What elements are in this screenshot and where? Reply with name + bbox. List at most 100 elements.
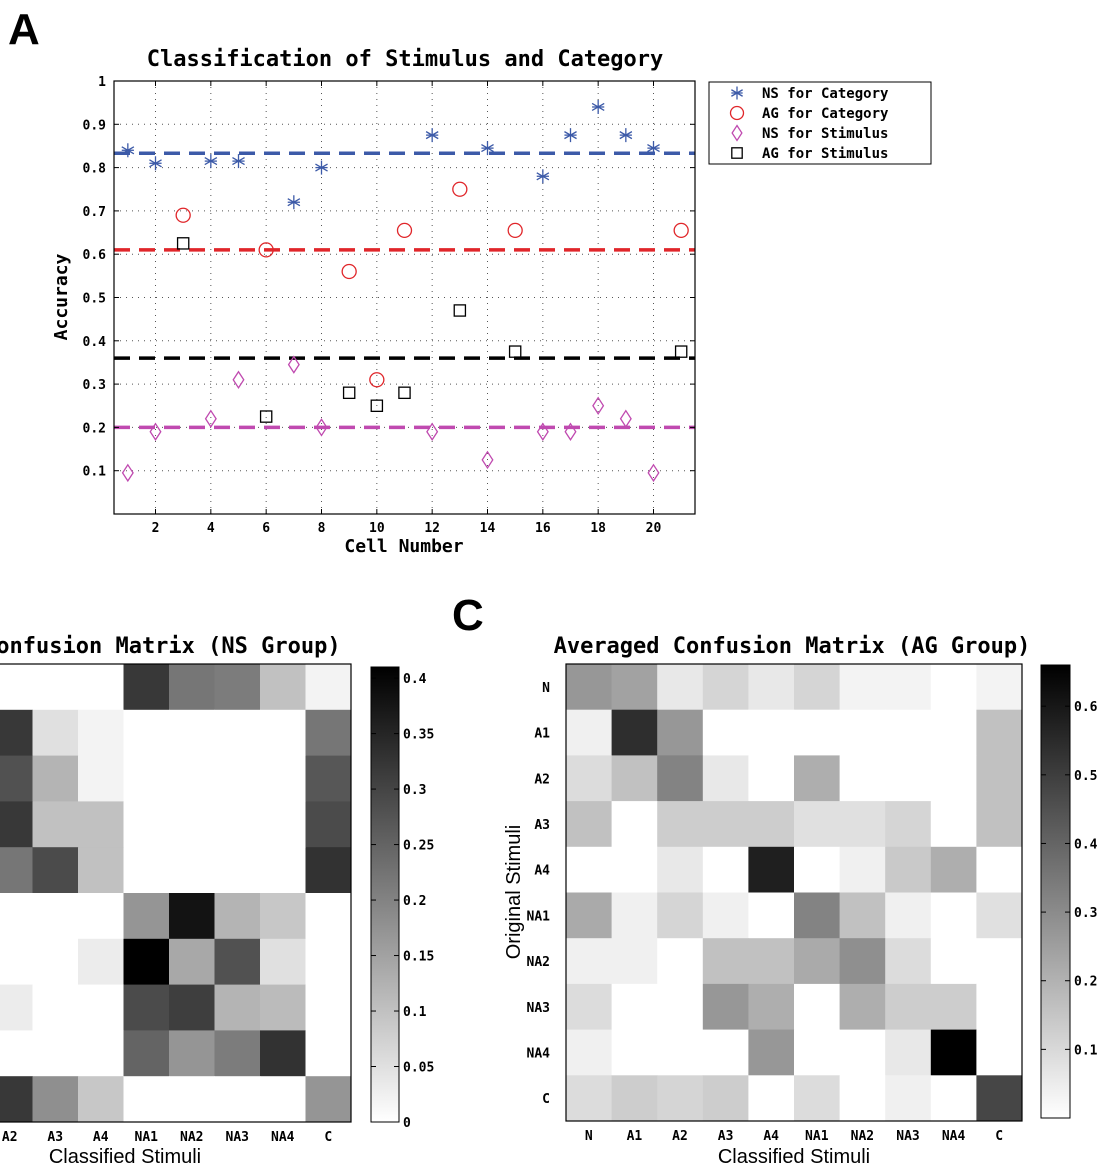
colorbar-label: 0 [403, 1116, 411, 1131]
heatmap-ns-colorbar: 0 0.05 0.1 0.15 0.2 0.25 0.3 0.35 0.4 [370, 666, 434, 1131]
x-tick-label: A4 [763, 1129, 779, 1144]
heatmap-ns-xticks: A2 A3 A4 NA1 NA2 NA3 NA4 C [2, 1130, 332, 1145]
heatmap-cell [214, 664, 261, 711]
heatmap-ag-xlabel: Classified Stimuli [718, 1146, 870, 1165]
heatmap-cell [930, 664, 977, 711]
heatmap-cell [702, 1075, 749, 1122]
data-point-diamond [564, 422, 577, 441]
data-point-circle [452, 181, 468, 197]
colorbar-label: 0.15 [403, 950, 434, 965]
heatmap-cell [839, 664, 886, 711]
heatmap-cell [611, 755, 658, 802]
x-tick-label: A3 [47, 1130, 63, 1145]
heatmap-cell [123, 1030, 170, 1077]
heatmap-cell [169, 1076, 215, 1123]
heatmap-cell [123, 755, 170, 802]
heatmap-cell [78, 893, 124, 940]
data-point-diamond [287, 355, 300, 374]
scatter-mean-lines [114, 151, 695, 430]
heatmap-cell [611, 1075, 658, 1122]
x-tick-label: NA4 [942, 1129, 966, 1144]
data-point-asterisk [121, 143, 135, 158]
heatmap-cell [78, 801, 124, 848]
x-tick-label: 18 [590, 521, 606, 536]
heatmap-cell [794, 846, 840, 893]
colorbar-label: 0.25 [403, 839, 434, 854]
heatmap-cell [748, 664, 795, 711]
colorbar-gradient [1040, 664, 1071, 1119]
x-tick-label: A2 [672, 1129, 688, 1144]
heatmap-cell [169, 984, 215, 1031]
heatmap-cell [611, 938, 658, 985]
heatmap-cell [566, 983, 612, 1030]
panel-letter-c: C [452, 591, 484, 640]
heatmap-cell [260, 1030, 306, 1077]
data-point-diamond [731, 124, 743, 142]
heatmap-cell [930, 983, 977, 1030]
heatmap-cell [657, 664, 704, 711]
data-point-asterisk [149, 156, 162, 171]
heatmap-cell [169, 664, 215, 711]
data-point-square [453, 304, 467, 317]
data-point-diamond [232, 370, 245, 390]
heatmap-cell [976, 983, 1023, 1030]
data-point-asterisk [204, 154, 218, 169]
heatmap-cell [169, 1030, 215, 1077]
heatmap-cell [794, 938, 840, 985]
scatter-title: Classification of Stimulus and Category [147, 47, 664, 72]
y-tick-label: 0.1 [83, 465, 107, 480]
y-tick-label: A1 [534, 727, 550, 742]
heatmap-cell [839, 983, 886, 1030]
y-tick-label: 0.4 [83, 335, 107, 350]
heatmap-cell [930, 846, 977, 893]
heatmap-cell [794, 892, 840, 939]
heatmap-cell [566, 1075, 612, 1122]
heatmap-cell [976, 755, 1023, 802]
scatter-legend: NS for Category AG for Category NS for Sti… [708, 81, 932, 165]
x-tick-label: N [585, 1129, 593, 1144]
data-point-asterisk [315, 160, 328, 175]
heatmap-cell [260, 755, 306, 802]
heatmap-cell [123, 938, 170, 985]
heatmap-cell [305, 893, 352, 940]
heatmap-cell [657, 755, 704, 802]
heatmap-cell [0, 984, 33, 1031]
heatmap-cell [611, 709, 658, 756]
x-tick-label: NA4 [271, 1130, 295, 1145]
colorbar-label: 0.1 [403, 1005, 427, 1020]
y-tick-label: 0.7 [83, 205, 106, 220]
scatter-grid [114, 81, 695, 514]
heatmap-cell [976, 938, 1023, 985]
x-tick-label: A3 [718, 1129, 734, 1144]
y-tick-label: 1 [98, 75, 106, 90]
data-point-diamond [426, 422, 439, 441]
data-point-asterisk [731, 86, 743, 100]
x-tick-label: 10 [369, 521, 385, 536]
heatmap-cell [930, 892, 977, 939]
x-tick-label: 16 [535, 521, 551, 536]
y-tick-label: A4 [534, 864, 550, 879]
heatmap-cell [657, 983, 704, 1030]
colorbar-label: 0.4 [1074, 837, 1098, 852]
data-point-square [176, 237, 190, 250]
y-tick-label: 0.2 [83, 421, 106, 436]
x-tick-label: A4 [93, 1130, 109, 1145]
heatmap-cell [702, 709, 749, 756]
x-tick-label: 4 [207, 521, 215, 536]
heatmap-cell [32, 755, 79, 802]
colorbar-label: 0.2 [403, 894, 426, 909]
heatmap-cell [794, 983, 840, 1030]
heatmap-cell [657, 846, 704, 893]
heatmap-cell [794, 709, 840, 756]
heatmap-cell [78, 938, 124, 985]
heatmap-cell [32, 709, 79, 756]
heatmap-cell [976, 1075, 1023, 1122]
heatmap-cell [566, 664, 612, 711]
heatmap-cell [611, 801, 658, 848]
data-point-asterisk [425, 128, 439, 143]
x-tick-label: 2 [152, 521, 160, 536]
heatmap-cell [32, 664, 79, 711]
heatmap-cell [885, 709, 932, 756]
